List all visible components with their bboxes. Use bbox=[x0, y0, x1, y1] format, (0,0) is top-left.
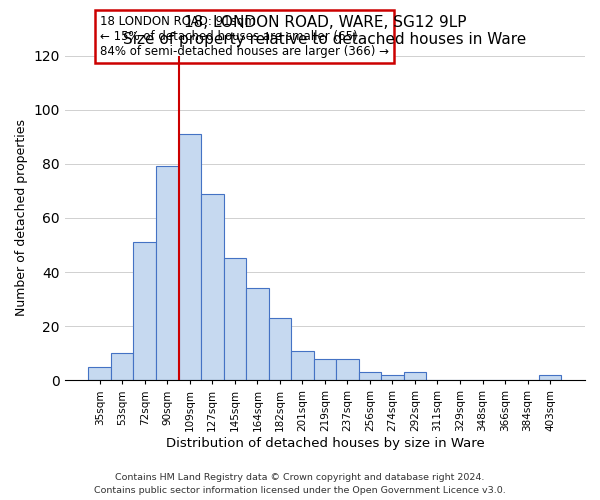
Bar bbox=[359, 372, 381, 380]
Bar bbox=[201, 194, 224, 380]
Title: 18, LONDON ROAD, WARE, SG12 9LP
Size of property relative to detached houses in : 18, LONDON ROAD, WARE, SG12 9LP Size of … bbox=[123, 15, 527, 48]
Bar bbox=[269, 318, 291, 380]
Bar bbox=[539, 375, 562, 380]
Text: 18 LONDON ROAD: 91sqm
← 15% of detached houses are smaller (65)
84% of semi-deta: 18 LONDON ROAD: 91sqm ← 15% of detached … bbox=[100, 15, 389, 58]
Bar bbox=[133, 242, 156, 380]
Y-axis label: Number of detached properties: Number of detached properties bbox=[15, 120, 28, 316]
Bar bbox=[381, 375, 404, 380]
Bar bbox=[291, 350, 314, 380]
Bar bbox=[246, 288, 269, 380]
Text: Contains HM Land Registry data © Crown copyright and database right 2024.
Contai: Contains HM Land Registry data © Crown c… bbox=[94, 474, 506, 495]
Bar bbox=[224, 258, 246, 380]
X-axis label: Distribution of detached houses by size in Ware: Distribution of detached houses by size … bbox=[166, 437, 484, 450]
Bar bbox=[111, 353, 133, 380]
Bar bbox=[179, 134, 201, 380]
Bar bbox=[336, 358, 359, 380]
Bar bbox=[404, 372, 426, 380]
Bar bbox=[156, 166, 179, 380]
Bar bbox=[314, 358, 336, 380]
Bar bbox=[88, 367, 111, 380]
